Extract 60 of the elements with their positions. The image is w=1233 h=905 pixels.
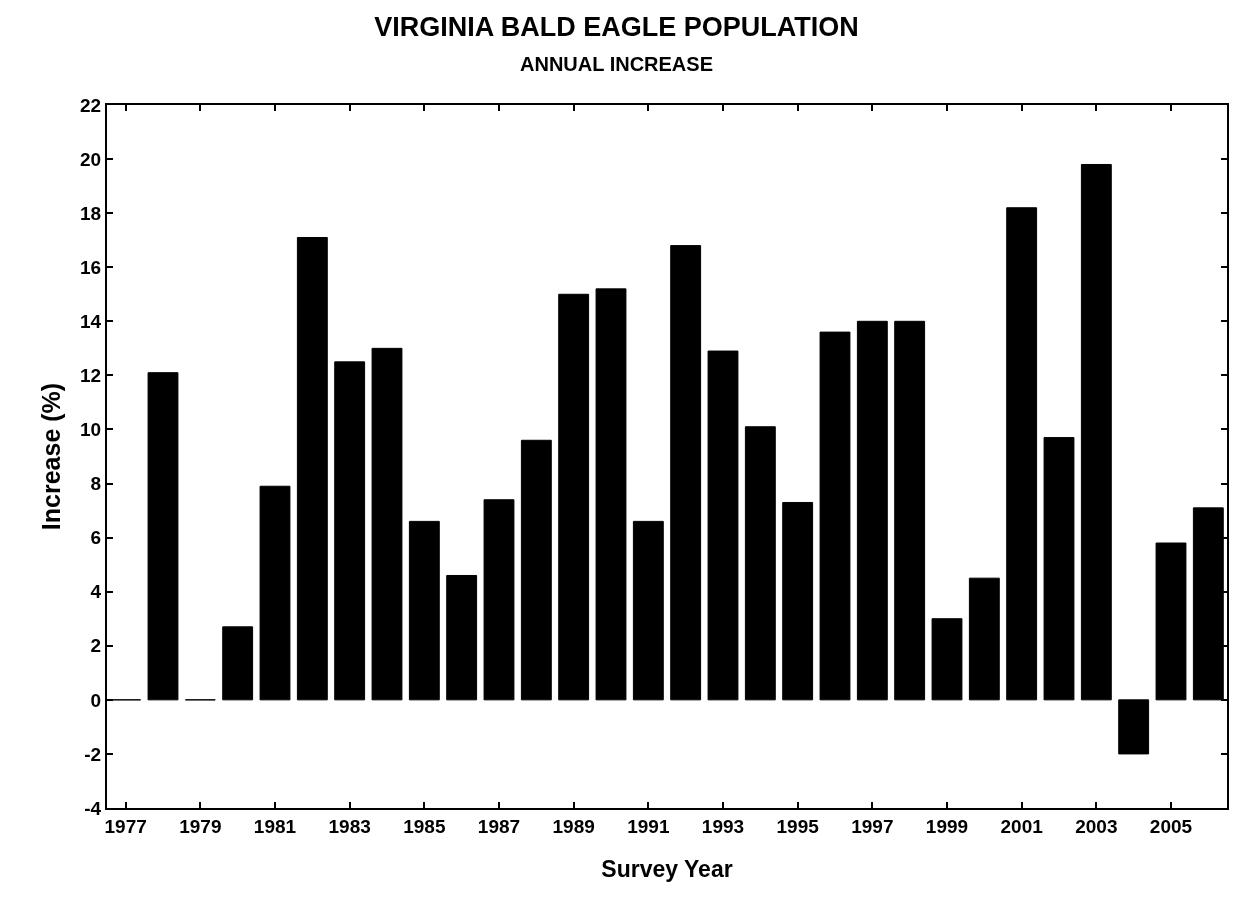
x-tick-label: 1997	[851, 815, 894, 837]
chart-title: VIRGINIA BALD EAGLE POPULATION	[374, 12, 859, 43]
bar	[1006, 207, 1038, 701]
y-tick-label: 6	[90, 527, 102, 549]
y-axis-title: Increase (%)	[37, 382, 66, 531]
y-tick-label: 22	[80, 94, 102, 116]
y-tick-label: 8	[90, 473, 102, 495]
bar	[595, 288, 627, 701]
x-tick-label: 1977	[104, 815, 147, 837]
bar	[1118, 699, 1150, 755]
bar	[520, 439, 552, 701]
bar	[558, 293, 590, 701]
y-tick-label: 16	[80, 256, 102, 278]
y-tick-label: 18	[80, 202, 102, 224]
bar	[446, 574, 478, 701]
bar	[782, 501, 814, 701]
x-tick-label: 1999	[925, 815, 969, 837]
bar	[1155, 542, 1187, 701]
x-tick-label: 1989	[552, 815, 595, 837]
x-tick-label: 1979	[179, 815, 222, 837]
bar	[147, 372, 179, 701]
bar	[968, 577, 1000, 701]
bar	[670, 245, 702, 701]
bar	[1043, 437, 1075, 701]
y-tick-label: 14	[80, 310, 102, 332]
x-tick-label: 1983	[328, 815, 371, 837]
x-tick-label: 1981	[253, 815, 297, 837]
bar	[259, 485, 291, 701]
bar	[856, 320, 888, 701]
y-tick-label: 0	[90, 689, 102, 711]
x-tick-label: 1985	[403, 815, 446, 837]
x-tick-label: 1991	[627, 815, 670, 837]
bar	[1080, 163, 1112, 701]
bar	[931, 618, 963, 701]
x-tick-label: 2003	[1075, 815, 1118, 837]
x-tick-label: 2001	[1000, 815, 1044, 837]
x-axis-title: Survey Year	[601, 855, 733, 882]
bar	[334, 361, 366, 701]
bar	[371, 347, 403, 701]
y-tick-label: -2	[84, 743, 102, 765]
bar	[222, 626, 254, 701]
y-tick-label: 20	[80, 148, 102, 170]
x-tick-label: 1987	[477, 815, 521, 837]
x-tick-label: 2005	[1149, 815, 1193, 837]
y-tick-label: 10	[80, 419, 102, 441]
y-tick-label: 4	[90, 581, 102, 603]
bar	[819, 331, 851, 701]
bar	[296, 236, 328, 701]
chart-subtitle: ANNUAL INCREASE	[520, 53, 713, 76]
bar	[744, 426, 776, 701]
x-tick-label: 1993	[701, 815, 745, 837]
y-tick-label: 12	[80, 365, 102, 387]
bar	[483, 499, 515, 701]
y-tick-label: -4	[84, 797, 102, 819]
x-tick-label: 1995	[776, 815, 820, 837]
bar	[894, 320, 926, 701]
y-tick-label: 2	[90, 635, 102, 657]
bar	[707, 350, 739, 701]
bar	[408, 520, 440, 701]
bar	[632, 520, 664, 701]
